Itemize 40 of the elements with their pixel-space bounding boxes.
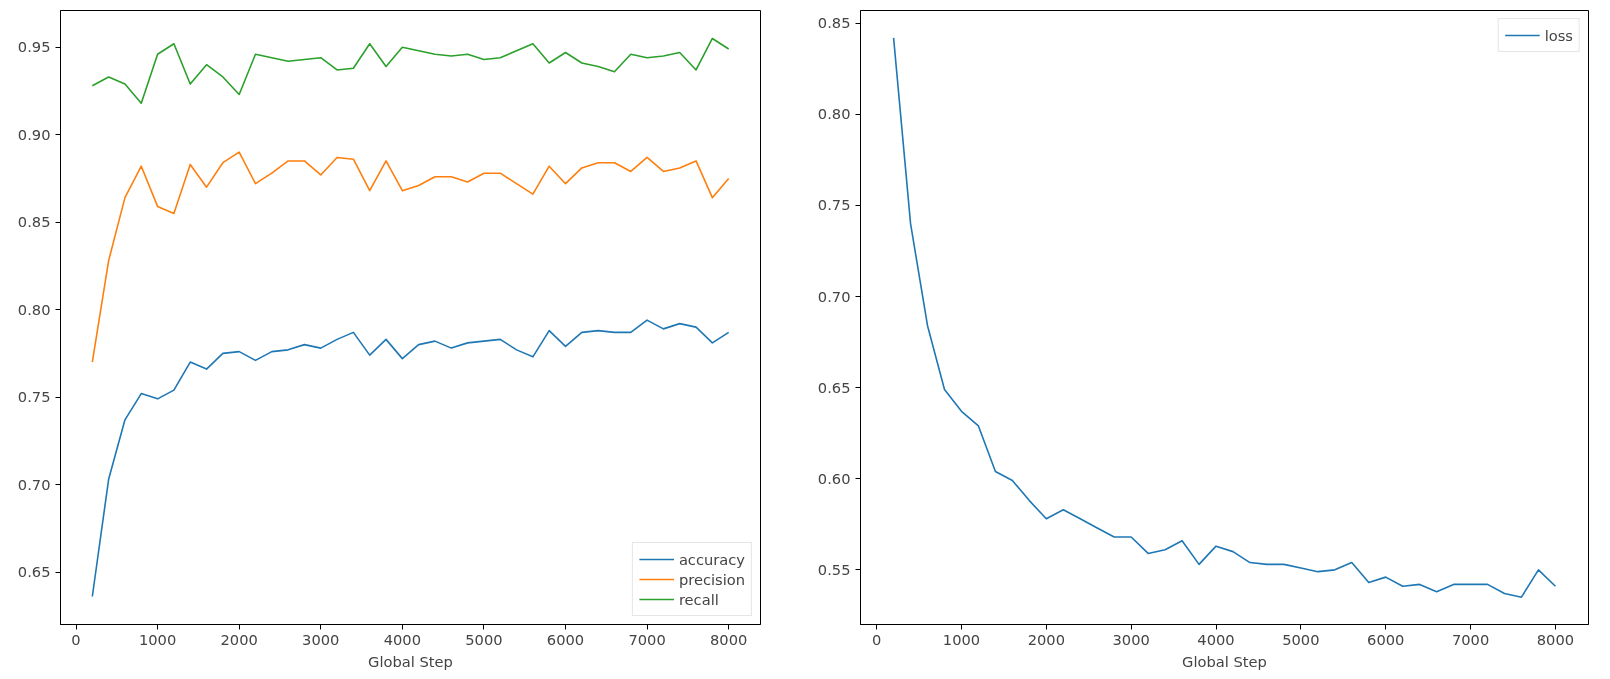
y-tick-label: 0.55 <box>817 560 851 578</box>
x-tick-label: 1000 <box>138 630 177 648</box>
line-series <box>91 37 730 105</box>
x-tick-label: 6000 <box>546 630 585 648</box>
x-tick-label: 0 <box>871 630 882 648</box>
x-tick-label: 8000 <box>710 630 748 648</box>
legend-label: precision <box>678 570 745 588</box>
line-series <box>91 151 730 363</box>
x-tick-label: 4000 <box>383 630 421 648</box>
y-tick-label: 0.60 <box>817 469 851 487</box>
x-axis-title: Global Step <box>1182 652 1267 670</box>
y-tick-label: 0.75 <box>817 196 851 214</box>
legend-label: loss <box>1544 26 1573 44</box>
x-tick-label: 8000 <box>1536 630 1575 648</box>
y-tick-label: 0.85 <box>17 213 51 231</box>
legend-label: accuracy <box>678 550 745 568</box>
y-tick-label: 0.80 <box>817 105 851 123</box>
y-tick-label: 0.70 <box>17 475 51 493</box>
y-tick-label: 0.65 <box>817 378 851 396</box>
x-axis-title: Global Step <box>368 652 453 670</box>
y-tick-label: 0.65 <box>17 563 51 581</box>
y-tick-label: 0.85 <box>817 14 851 32</box>
x-tick-label: 6000 <box>1367 630 1405 648</box>
y-tick-label: 0.95 <box>17 38 51 56</box>
legend-label: recall <box>678 590 719 608</box>
x-tick-label: 1000 <box>942 630 981 648</box>
x-tick-label: 3000 <box>1112 630 1150 648</box>
x-tick-label: 0 <box>71 630 81 648</box>
x-tick-label: 2000 <box>1027 630 1065 648</box>
y-tick-label: 0.80 <box>17 300 51 318</box>
x-tick-label: 5000 <box>465 630 503 648</box>
x-tick-label: 5000 <box>1282 630 1320 648</box>
y-tick-label: 0.70 <box>817 287 851 305</box>
x-tick-label: 7000 <box>1451 630 1490 648</box>
y-tick-label: 0.90 <box>17 125 51 143</box>
x-tick-label: 7000 <box>628 630 666 648</box>
y-tick-label: 0.75 <box>17 388 51 406</box>
x-tick-label: 4000 <box>1197 630 1235 648</box>
x-tick-label: 2000 <box>220 630 258 648</box>
x-tick-label: 3000 <box>302 630 340 648</box>
